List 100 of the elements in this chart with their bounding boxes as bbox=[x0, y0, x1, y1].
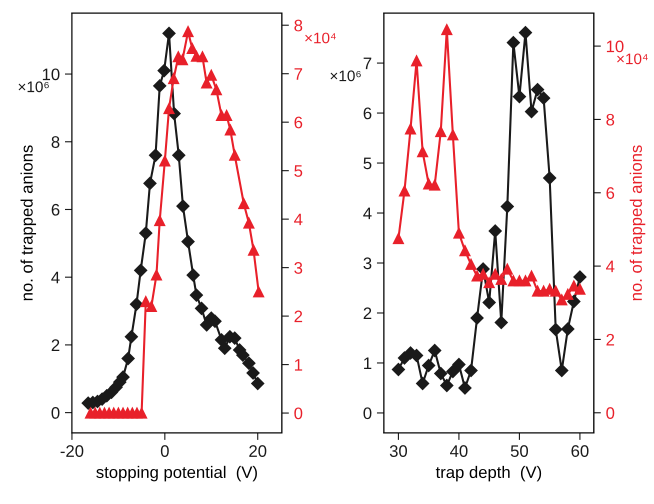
y2-tick-label: 8 bbox=[606, 114, 614, 126]
y2-tick-label: 0 bbox=[606, 407, 614, 419]
y-tick-label: 4 bbox=[51, 272, 60, 284]
point bbox=[186, 42, 198, 54]
point bbox=[194, 302, 208, 315]
point bbox=[196, 51, 208, 62]
point bbox=[502, 263, 513, 275]
y2-tick-label: 7 bbox=[294, 68, 302, 80]
point bbox=[146, 300, 157, 312]
point bbox=[201, 77, 212, 88]
y2-tick-label: 4 bbox=[606, 260, 614, 272]
point bbox=[537, 91, 550, 105]
point bbox=[224, 124, 236, 136]
point bbox=[218, 342, 232, 355]
point bbox=[229, 150, 240, 161]
point bbox=[159, 155, 170, 167]
y-tick-label: 2 bbox=[52, 339, 60, 351]
point bbox=[561, 322, 574, 336]
point bbox=[494, 316, 508, 330]
point bbox=[549, 322, 562, 336]
point bbox=[506, 36, 520, 50]
y2-axis-title: no. of trapped anions bbox=[630, 145, 646, 300]
point bbox=[458, 381, 472, 395]
point bbox=[143, 176, 157, 190]
text: ×10⁴ bbox=[617, 53, 648, 64]
y-tick-label: 0 bbox=[363, 407, 372, 420]
y2-tick-label: 3 bbox=[294, 262, 302, 274]
point bbox=[130, 298, 144, 311]
y-tick-label: 8 bbox=[52, 136, 60, 148]
y-tick-label: 3 bbox=[363, 257, 372, 270]
point bbox=[452, 358, 466, 372]
point bbox=[246, 366, 260, 380]
point bbox=[140, 296, 152, 308]
point bbox=[124, 330, 138, 344]
point bbox=[150, 269, 162, 280]
point bbox=[153, 79, 166, 92]
point bbox=[440, 378, 454, 392]
point bbox=[398, 185, 410, 196]
point bbox=[242, 356, 256, 370]
point bbox=[556, 294, 568, 306]
point bbox=[543, 171, 556, 185]
point bbox=[251, 376, 264, 390]
point bbox=[482, 296, 496, 310]
point bbox=[488, 224, 502, 238]
x-tick-label: 60 bbox=[571, 445, 589, 457]
y2-tick-label: 1 bbox=[294, 359, 302, 371]
point bbox=[162, 26, 176, 40]
y-tick-label: 5 bbox=[363, 158, 372, 170]
point bbox=[524, 104, 538, 118]
y2-tick-label: 2 bbox=[294, 310, 302, 322]
y2-tick-label: 2 bbox=[606, 334, 614, 346]
point bbox=[154, 215, 166, 226]
point bbox=[181, 235, 195, 248]
point bbox=[526, 270, 538, 282]
point bbox=[176, 200, 190, 213]
point bbox=[136, 408, 148, 419]
x-tick-label: 40 bbox=[450, 445, 468, 457]
y-tick-label: 4 bbox=[363, 208, 372, 220]
point bbox=[512, 90, 526, 104]
point bbox=[148, 148, 162, 162]
x-tick-label: -20 bbox=[60, 445, 84, 457]
point bbox=[470, 311, 484, 325]
x-tick-label: 0 bbox=[160, 445, 169, 457]
point bbox=[206, 70, 217, 81]
y-tick-label: 10 bbox=[42, 68, 60, 80]
point bbox=[453, 228, 464, 239]
y2-tick-label: 10 bbox=[606, 40, 624, 52]
y-tick-label: 2 bbox=[364, 307, 372, 320]
point bbox=[555, 364, 568, 378]
point bbox=[574, 284, 586, 295]
point bbox=[422, 358, 436, 372]
point bbox=[464, 364, 478, 378]
y-tick-label: 6 bbox=[52, 204, 60, 216]
point bbox=[416, 376, 430, 390]
point bbox=[158, 64, 171, 78]
point bbox=[186, 268, 200, 282]
y2-tick-label: 6 bbox=[294, 116, 302, 128]
y2-tick-label: 8 bbox=[294, 20, 302, 32]
point bbox=[567, 294, 580, 308]
text: ×10⁶ bbox=[18, 81, 49, 92]
y2-tick-label: 5 bbox=[294, 165, 302, 177]
y2-tick-label: 0 bbox=[294, 407, 302, 420]
y2-tick-label: 6 bbox=[606, 187, 614, 199]
y-axis-title: no. of trapped anions bbox=[20, 145, 36, 300]
point bbox=[428, 344, 442, 358]
y-tick-label: 1 bbox=[364, 358, 372, 370]
point bbox=[243, 217, 254, 229]
y-tick-label: 0 bbox=[52, 407, 60, 419]
x-tick-label: 50 bbox=[510, 445, 528, 457]
point bbox=[210, 84, 222, 96]
text: ×10⁴ bbox=[305, 32, 336, 44]
x-tick-label: 30 bbox=[390, 445, 408, 457]
point bbox=[404, 123, 416, 135]
point bbox=[429, 180, 440, 191]
point bbox=[435, 126, 446, 138]
x-tick-label: 20 bbox=[249, 445, 266, 457]
point bbox=[484, 277, 495, 288]
point bbox=[500, 200, 514, 214]
point bbox=[434, 366, 448, 380]
x-axis-title: stopping potential (V) bbox=[96, 466, 257, 482]
